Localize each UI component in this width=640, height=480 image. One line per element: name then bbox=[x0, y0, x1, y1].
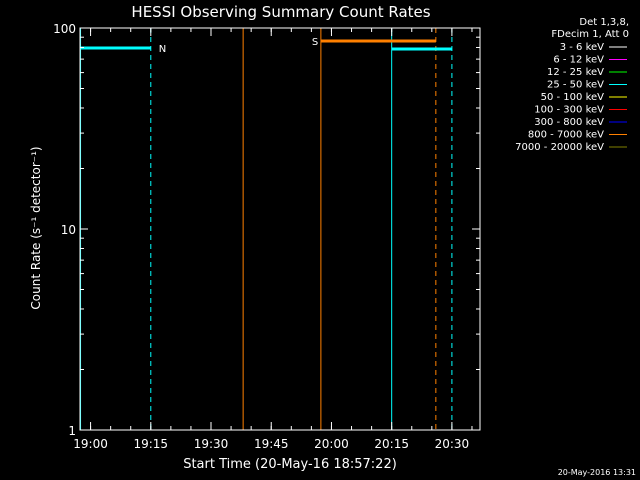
x-tick-label-1: 19:15 bbox=[133, 437, 168, 451]
legend-label-8: 7000 - 20000 keV bbox=[515, 142, 604, 153]
legend-label-0: 3 - 6 keV bbox=[560, 42, 604, 53]
legend: Det 1,3,8,FDecim 1, Att 0 3 - 6 keV 6 - 12… bbox=[515, 17, 629, 153]
legend-label-7: 800 - 7000 keV bbox=[528, 130, 604, 141]
legend-label-3: 25 - 50 keV bbox=[547, 80, 604, 91]
y-axis-label: Count Rate (s⁻¹ detector⁻¹) bbox=[29, 146, 43, 309]
x-tick-label-4: 20:00 bbox=[314, 437, 349, 451]
annotation-label-0: N bbox=[159, 44, 166, 55]
legend-label-4: 50 - 100 keV bbox=[541, 92, 605, 103]
plot-area: NS bbox=[80, 28, 453, 430]
footer-date: 20-May-2016 13:31 bbox=[558, 468, 636, 477]
chart-title: HESSI Observing Summary Count Rates bbox=[131, 3, 430, 21]
legend-label-2: 12 - 25 keV bbox=[547, 67, 604, 78]
y-tick-label-1: 10 bbox=[61, 223, 76, 237]
legend-label-1: 6 - 12 keV bbox=[553, 55, 604, 66]
x-tick-label-6: 20:30 bbox=[435, 437, 470, 451]
x-tick-label-5: 20:15 bbox=[374, 437, 409, 451]
annotation-label-1: S bbox=[312, 37, 318, 48]
legend-label-5: 100 - 300 keV bbox=[534, 105, 604, 116]
legend-header-0: Det 1,3,8, bbox=[579, 17, 629, 28]
x-tick-label-0: 19:00 bbox=[73, 437, 108, 451]
x-tick-label-3: 19:45 bbox=[254, 437, 289, 451]
legend-label-6: 300 - 800 keV bbox=[534, 117, 604, 128]
x-tick-label-2: 19:30 bbox=[194, 437, 229, 451]
y-tick-label-2: 100 bbox=[53, 22, 76, 36]
y-tick-label-0: 1 bbox=[68, 424, 76, 438]
legend-header-1: FDecim 1, Att 0 bbox=[551, 29, 629, 40]
axes: 1 10 100 19:00 19:15 19:30 19:45 20:00 20:15 20:3… bbox=[53, 22, 481, 451]
x-axis-label: Start Time (20-May-16 18:57:22) bbox=[183, 457, 397, 472]
